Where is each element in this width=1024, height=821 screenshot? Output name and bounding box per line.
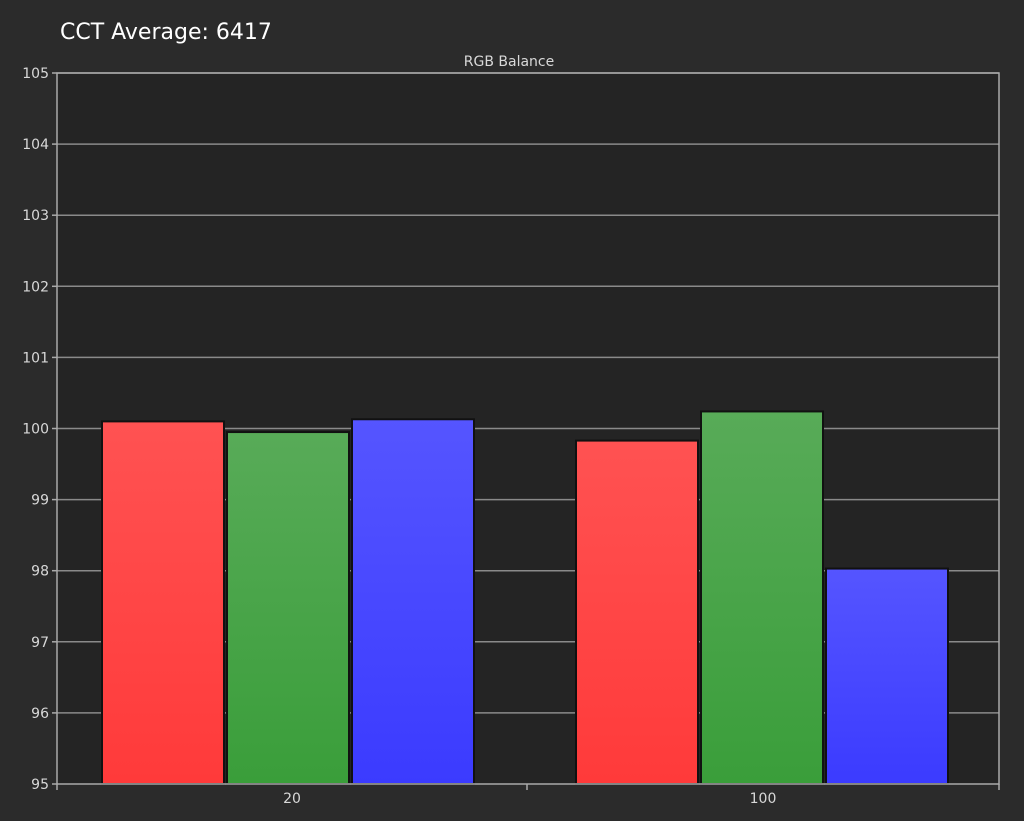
y-tick-label-99: 99 — [31, 493, 49, 509]
y-tick-label-100: 100 — [22, 422, 49, 438]
y-tick-label-105: 105 — [22, 66, 49, 82]
bar-blue-20 — [351, 418, 475, 785]
x-tick-label-100: 100 — [750, 791, 777, 807]
x-tick-label-20: 20 — [283, 791, 301, 807]
cct-average-title: CCT Average: 6417 — [60, 20, 272, 45]
bars — [101, 410, 949, 786]
y-tick-label-104: 104 — [22, 137, 49, 153]
bar-red-100 — [575, 439, 699, 785]
y-tick-label-98: 98 — [31, 564, 49, 580]
bar-red-20 — [101, 420, 225, 785]
bar-blue-100 — [825, 567, 949, 786]
y-tick-label-95: 95 — [31, 777, 49, 793]
bar-green-20 — [226, 431, 350, 785]
y-tick-label-103: 103 — [22, 208, 49, 224]
bar-green-100 — [700, 410, 824, 785]
axes: 95 96 97 98 99 100 101 102 103 104 105 20 100 — [22, 66, 1000, 807]
y-tick-label-102: 102 — [22, 279, 49, 295]
y-tick-label-101: 101 — [22, 350, 49, 366]
y-tick-label-97: 97 — [31, 635, 49, 651]
chart-title: RGB Balance — [464, 54, 554, 70]
y-tick-label-96: 96 — [31, 706, 49, 722]
